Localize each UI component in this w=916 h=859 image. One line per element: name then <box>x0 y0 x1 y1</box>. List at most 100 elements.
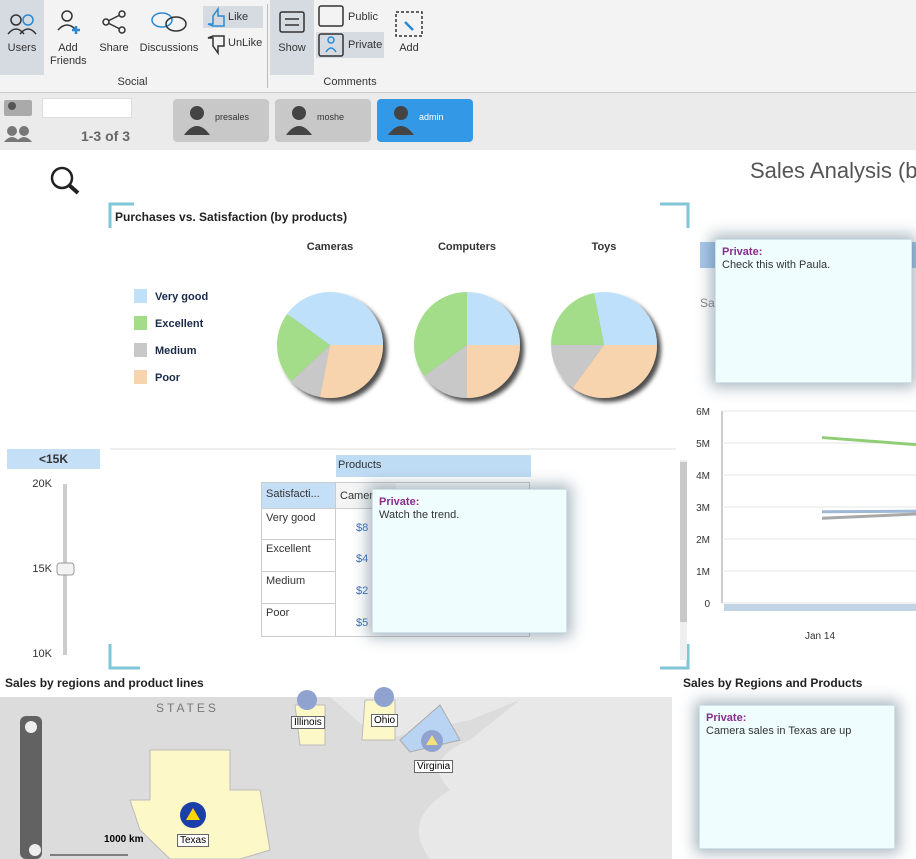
map-label: Texas <box>177 834 210 847</box>
user-card[interactable]: admin <box>377 99 473 142</box>
pie-slice <box>467 345 520 398</box>
legend-swatch <box>134 289 147 303</box>
pie-slice <box>276 313 330 382</box>
pie-slice <box>551 292 604 345</box>
pivot-value: $5 <box>356 617 369 629</box>
slider-tick: 10K <box>32 648 52 660</box>
note[interactable]: Private: Check this with Paula. <box>715 239 912 383</box>
group-label: Social <box>117 76 148 88</box>
note[interactable]: Private: Camera sales in Texas are up <box>699 705 895 849</box>
pie-slice <box>467 292 520 345</box>
user-name: admin <box>419 112 444 122</box>
pivot-value: $8 <box>356 522 369 534</box>
pie-label: Computers <box>438 241 496 253</box>
pie-slice <box>594 292 657 345</box>
pivot-row-label: Very good <box>262 509 336 540</box>
dashboard-title: Sales Analysis (b <box>750 158 916 183</box>
legend-label: Excellent <box>155 318 204 330</box>
pivot-row-label: Medium <box>262 572 336 604</box>
note-text: Watch the trend. <box>379 509 460 521</box>
button-unlike[interactable]: UnLike <box>228 37 263 49</box>
slider-thumb[interactable] <box>56 562 75 576</box>
y-tick-label: 0 <box>704 599 710 610</box>
pie-label: Toys <box>592 241 617 253</box>
y-tick-label: 5M <box>696 439 710 450</box>
user-name: moshe <box>317 112 345 122</box>
button-like[interactable]: Like <box>228 11 249 23</box>
user-name: presales <box>215 112 250 122</box>
button-add[interactable]: Add <box>399 42 419 54</box>
pivot-row-header: Satisfacti... <box>262 483 336 509</box>
pie-slice <box>287 292 383 345</box>
map-label: Ohio <box>371 714 399 727</box>
scroll-thumb[interactable] <box>680 462 687 622</box>
search-box[interactable] <box>42 98 132 118</box>
map-label: STATES <box>156 701 219 715</box>
pie-slice <box>572 345 657 398</box>
button-show[interactable]: Show <box>278 42 306 54</box>
active-button-bg <box>0 0 44 75</box>
legend-label: Very good <box>155 291 208 303</box>
pie <box>414 292 520 398</box>
zoom-in[interactable] <box>25 721 37 733</box>
note-label: Private: <box>722 246 763 258</box>
map-label: Virginia <box>414 760 454 773</box>
lines <box>821 436 916 520</box>
pivot-divider <box>335 483 336 636</box>
panel-title: Sales by Regions and Products <box>683 676 863 690</box>
map-label: Illinois <box>291 716 325 729</box>
avatars <box>184 106 414 135</box>
zoom-thumb[interactable] <box>29 844 41 856</box>
line-series <box>821 509 916 514</box>
map-title: Sales by regions and product lines <box>5 676 204 690</box>
range-band <box>724 604 916 611</box>
note-text: Check this with Paula. <box>722 259 831 271</box>
button-add-friends[interactable]: Add Friends <box>50 42 87 67</box>
pie-slice <box>291 345 330 398</box>
button-public[interactable]: Public <box>348 11 378 23</box>
note-label: Private: <box>706 712 747 724</box>
slider-tick: 15K <box>32 563 52 575</box>
note-label: Private: <box>379 496 420 508</box>
legend-swatch <box>134 316 147 330</box>
note-text: Camera sales in Texas are up <box>706 725 852 737</box>
active-button-bg <box>316 32 384 58</box>
pie-label: Cameras <box>307 241 353 253</box>
x-tick-label: Jan 14 <box>805 631 835 642</box>
map-markers <box>180 687 443 828</box>
pivot-row-label: Excellent <box>262 540 336 572</box>
legend-label: Poor <box>155 372 181 384</box>
map-land <box>0 697 672 859</box>
widget-corners <box>108 202 690 670</box>
map-scale: 1000 km <box>104 834 144 845</box>
y-tick-label: 6M <box>696 407 710 418</box>
pie-slice <box>424 345 467 398</box>
line-series <box>821 512 916 520</box>
pivot-column-header: Products <box>336 455 531 477</box>
button-discussions[interactable]: Discussions <box>139 42 199 54</box>
partial-label: Sa <box>700 296 715 310</box>
legend-label: Medium <box>155 345 197 357</box>
button-private[interactable]: Private <box>348 39 383 51</box>
pie <box>551 292 657 398</box>
pie <box>276 292 383 398</box>
slider-tick: 20K <box>32 478 52 490</box>
y-tick-label: 1M <box>696 567 710 578</box>
pivot-value: $2 <box>356 585 369 597</box>
slider-label: <15K <box>7 449 100 469</box>
group-label: Comments <box>323 76 377 88</box>
zoom-control[interactable] <box>20 716 42 859</box>
toolbar <box>0 0 916 93</box>
chart-title: Purchases vs. Satisfaction (by products) <box>115 210 347 224</box>
y-tick-label: 2M <box>696 535 710 546</box>
logo <box>67 183 80 195</box>
legend-swatch <box>134 370 147 384</box>
button-share[interactable]: Share <box>99 42 129 54</box>
button-users[interactable]: Users <box>7 42 37 54</box>
user-count: 1-3 of 3 <box>80 128 130 144</box>
note[interactable]: Private: Watch the trend. <box>372 489 567 633</box>
line-series <box>821 436 916 447</box>
users-icons <box>4 100 32 142</box>
pivot-value: $4 <box>356 553 369 565</box>
